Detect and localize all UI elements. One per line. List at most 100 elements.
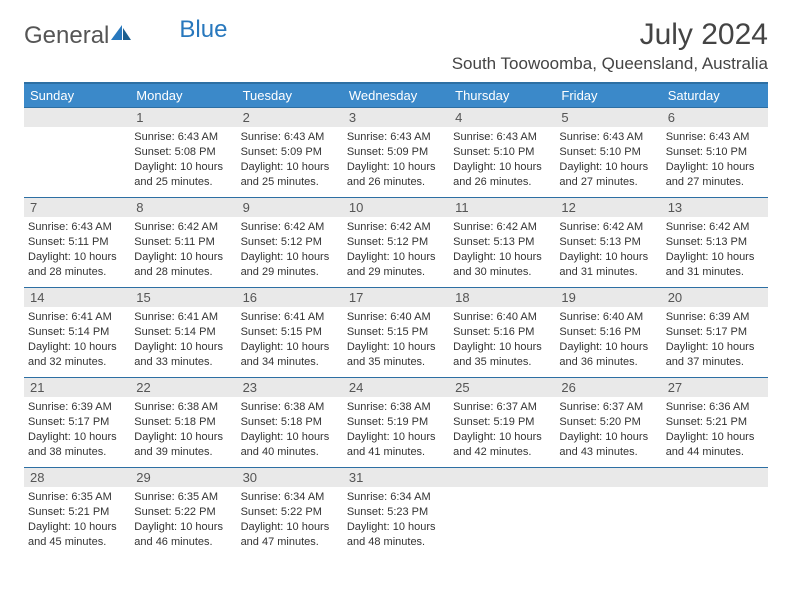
- day-header: Thursday: [449, 83, 555, 108]
- day-data: Sunrise: 6:39 AMSunset: 5:17 PMDaylight:…: [662, 307, 768, 373]
- sunrise-text: Sunrise: 6:40 AM: [559, 310, 657, 325]
- day-cell: 17Sunrise: 6:40 AMSunset: 5:15 PMDayligh…: [343, 288, 449, 378]
- day-header: Monday: [130, 83, 236, 108]
- day-number: 21: [24, 378, 130, 397]
- day-cell: 28Sunrise: 6:35 AMSunset: 5:21 PMDayligh…: [24, 468, 130, 558]
- day-number: 13: [662, 198, 768, 217]
- sunrise-text: Sunrise: 6:38 AM: [134, 400, 232, 415]
- sunset-text: Sunset: 5:10 PM: [453, 145, 551, 160]
- day-cell: 2Sunrise: 6:43 AMSunset: 5:09 PMDaylight…: [237, 108, 343, 198]
- daylight-text: Daylight: 10 hours and 35 minutes.: [347, 340, 445, 370]
- day-cell: [449, 468, 555, 558]
- day-cell: 21Sunrise: 6:39 AMSunset: 5:17 PMDayligh…: [24, 378, 130, 468]
- day-data: Sunrise: 6:36 AMSunset: 5:21 PMDaylight:…: [662, 397, 768, 463]
- day-cell: 23Sunrise: 6:38 AMSunset: 5:18 PMDayligh…: [237, 378, 343, 468]
- day-header: Wednesday: [343, 83, 449, 108]
- sunset-text: Sunset: 5:18 PM: [241, 415, 339, 430]
- logo-text-gray: General: [24, 22, 109, 50]
- sunrise-text: Sunrise: 6:42 AM: [559, 220, 657, 235]
- day-number: 4: [449, 108, 555, 127]
- sunset-text: Sunset: 5:16 PM: [453, 325, 551, 340]
- week-row: 28Sunrise: 6:35 AMSunset: 5:21 PMDayligh…: [24, 468, 768, 558]
- day-number: 1: [130, 108, 236, 127]
- day-number: [662, 468, 768, 487]
- sunrise-text: Sunrise: 6:39 AM: [28, 400, 126, 415]
- day-cell: 8Sunrise: 6:42 AMSunset: 5:11 PMDaylight…: [130, 198, 236, 288]
- daylight-text: Daylight: 10 hours and 25 minutes.: [134, 160, 232, 190]
- sunrise-text: Sunrise: 6:40 AM: [453, 310, 551, 325]
- sunrise-text: Sunrise: 6:43 AM: [559, 130, 657, 145]
- daylight-text: Daylight: 10 hours and 25 minutes.: [241, 160, 339, 190]
- sunset-text: Sunset: 5:08 PM: [134, 145, 232, 160]
- day-number: 6: [662, 108, 768, 127]
- daylight-text: Daylight: 10 hours and 46 minutes.: [134, 520, 232, 550]
- day-header: Tuesday: [237, 83, 343, 108]
- day-data: Sunrise: 6:42 AMSunset: 5:13 PMDaylight:…: [449, 217, 555, 283]
- daylight-text: Daylight: 10 hours and 26 minutes.: [453, 160, 551, 190]
- sunrise-text: Sunrise: 6:42 AM: [347, 220, 445, 235]
- day-data: Sunrise: 6:43 AMSunset: 5:10 PMDaylight:…: [662, 127, 768, 193]
- header: General Blue July 2024 South Toowoomba, …: [24, 18, 768, 74]
- logo-sail-icon: [111, 22, 133, 50]
- daylight-text: Daylight: 10 hours and 31 minutes.: [666, 250, 764, 280]
- sunrise-text: Sunrise: 6:34 AM: [241, 490, 339, 505]
- sunset-text: Sunset: 5:09 PM: [347, 145, 445, 160]
- sunset-text: Sunset: 5:21 PM: [28, 505, 126, 520]
- day-data: Sunrise: 6:34 AMSunset: 5:22 PMDaylight:…: [237, 487, 343, 553]
- day-number: 18: [449, 288, 555, 307]
- day-cell: 16Sunrise: 6:41 AMSunset: 5:15 PMDayligh…: [237, 288, 343, 378]
- day-number: 23: [237, 378, 343, 397]
- daylight-text: Daylight: 10 hours and 41 minutes.: [347, 430, 445, 460]
- sunset-text: Sunset: 5:17 PM: [28, 415, 126, 430]
- sunrise-text: Sunrise: 6:40 AM: [347, 310, 445, 325]
- day-cell: 5Sunrise: 6:43 AMSunset: 5:10 PMDaylight…: [555, 108, 661, 198]
- day-number: 22: [130, 378, 236, 397]
- daylight-text: Daylight: 10 hours and 45 minutes.: [28, 520, 126, 550]
- sunset-text: Sunset: 5:14 PM: [28, 325, 126, 340]
- day-data: Sunrise: 6:38 AMSunset: 5:18 PMDaylight:…: [130, 397, 236, 463]
- day-data: Sunrise: 6:42 AMSunset: 5:12 PMDaylight:…: [343, 217, 449, 283]
- daylight-text: Daylight: 10 hours and 34 minutes.: [241, 340, 339, 370]
- day-number: 9: [237, 198, 343, 217]
- week-row: 21 Sunrise: 6:39 AMSunset: 5:17 PM Dayligh…: [24, 378, 768, 468]
- day-data: Sunrise: 6:34 AMSunset: 5:23 PMDaylight:…: [343, 487, 449, 553]
- sunrise-text: Sunrise: 6:42 AM: [666, 220, 764, 235]
- sunrise-text: Sunrise: 6:36 AM: [666, 400, 764, 415]
- month-title: July 2024: [452, 18, 768, 52]
- day-number: 2: [237, 108, 343, 127]
- daylight-text: Daylight: 10 hours and 35 minutes.: [453, 340, 551, 370]
- day-cell: 14Sunrise: 6:41 AMSunset: 5:14 PMDayligh…: [24, 288, 130, 378]
- day-number: 26: [555, 378, 661, 397]
- sunrise-text: Sunrise: 6:37 AM: [559, 400, 657, 415]
- location: South Toowoomba, Queensland, Australia: [452, 54, 768, 74]
- sunset-text: Sunset: 5:22 PM: [134, 505, 232, 520]
- sunset-text: Sunset: 5:18 PM: [134, 415, 232, 430]
- day-cell: 9Sunrise: 6:42 AMSunset: 5:12 PMDaylight…: [237, 198, 343, 288]
- daylight-text: Daylight: 10 hours and 26 minutes.: [347, 160, 445, 190]
- daylight-text: Daylight: 10 hours and 29 minutes.: [347, 250, 445, 280]
- daylight-text: Daylight: 10 hours and 39 minutes.: [134, 430, 232, 460]
- day-data: Sunrise: 6:43 AMSunset: 5:09 PMDaylight:…: [237, 127, 343, 193]
- day-cell: 31Sunrise: 6:34 AMSunset: 5:23 PMDayligh…: [343, 468, 449, 558]
- day-data: Sunrise: 6:41 AMSunset: 5:14 PMDaylight:…: [130, 307, 236, 373]
- day-number: 27: [662, 378, 768, 397]
- day-data: Sunrise: 6:42 AMSunset: 5:13 PMDaylight:…: [555, 217, 661, 283]
- day-cell: 19Sunrise: 6:40 AMSunset: 5:16 PMDayligh…: [555, 288, 661, 378]
- day-number: 10: [343, 198, 449, 217]
- day-data: Sunrise: 6:43 AMSunset: 5:08 PMDaylight:…: [130, 127, 236, 193]
- sunrise-text: Sunrise: 6:34 AM: [347, 490, 445, 505]
- day-number: 15: [130, 288, 236, 307]
- sunrise-text: Sunrise: 6:42 AM: [241, 220, 339, 235]
- sunrise-text: Sunrise: 6:38 AM: [347, 400, 445, 415]
- day-cell: 13Sunrise: 6:42 AMSunset: 5:13 PMDayligh…: [662, 198, 768, 288]
- day-data: Sunrise: 6:43 AMSunset: 5:11 PMDaylight:…: [24, 217, 130, 283]
- day-cell: 7Sunrise: 6:43 AMSunset: 5:11 PMDaylight…: [24, 198, 130, 288]
- day-header: Sunday: [24, 83, 130, 108]
- day-header: Saturday: [662, 83, 768, 108]
- day-cell: 30Sunrise: 6:34 AMSunset: 5:22 PMDayligh…: [237, 468, 343, 558]
- sunset-text: Sunset: 5:09 PM: [241, 145, 339, 160]
- title-block: July 2024 South Toowoomba, Queensland, A…: [452, 18, 768, 74]
- day-data: Sunrise: 6:41 AMSunset: 5:15 PMDaylight:…: [237, 307, 343, 373]
- daylight-text: Daylight: 10 hours and 42 minutes.: [453, 430, 551, 460]
- sunset-text: Sunset: 5:14 PM: [134, 325, 232, 340]
